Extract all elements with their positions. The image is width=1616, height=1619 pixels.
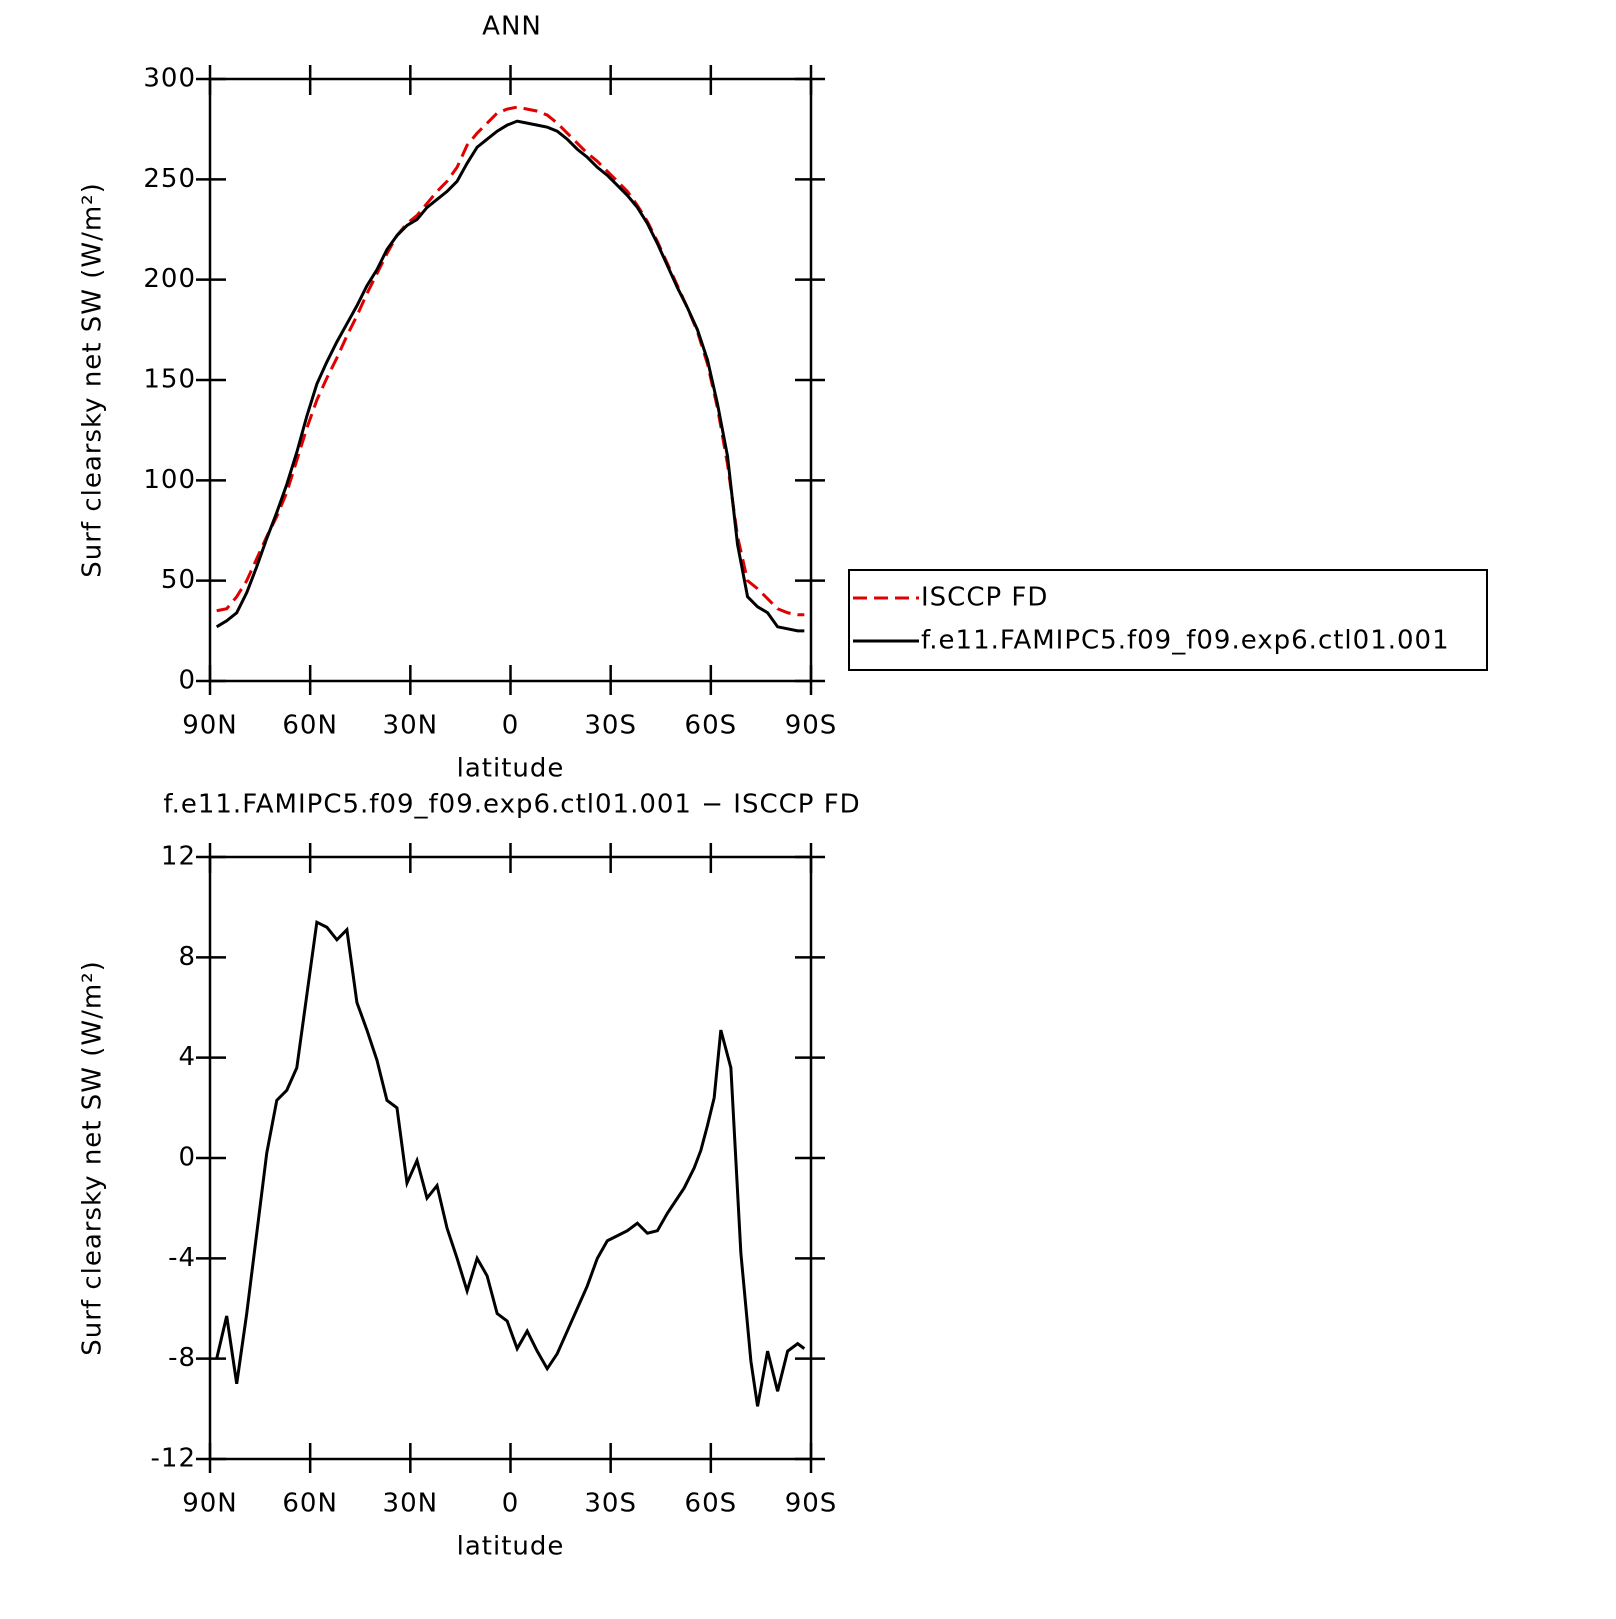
x-tick-label: 60N <box>282 711 338 741</box>
x-axis-label: latitude <box>457 1532 565 1562</box>
x-tick-label: 90N <box>182 1489 238 1519</box>
y-tick-label: 200 <box>143 264 196 294</box>
x-tick-label: 0 <box>502 711 520 741</box>
x-tick-label: 90S <box>785 711 838 741</box>
x-tick-label: 30N <box>383 1489 439 1519</box>
x-tick-label: 60S <box>685 711 738 741</box>
x-tick-label: 90N <box>182 711 238 741</box>
y-tick-label: 150 <box>143 365 196 395</box>
y-tick-label: -4 <box>168 1243 196 1273</box>
x-tick-label: 30S <box>584 711 637 741</box>
y-tick-label: 8 <box>178 942 196 972</box>
x-tick-label: 60S <box>685 1489 738 1519</box>
y-axis-label: Surf clearsky net SW (W/m²) <box>78 182 108 577</box>
x-tick-label: 0 <box>502 1489 520 1519</box>
legend-label: ISCCP FD <box>921 583 1048 613</box>
chart-title: ANN <box>482 12 542 42</box>
y-axis-label: Surf clearsky net SW (W/m²) <box>78 960 108 1355</box>
y-tick-label: 0 <box>178 666 196 696</box>
y-tick-label: 100 <box>143 465 196 495</box>
series-line <box>215 119 805 633</box>
y-tick-label: 0 <box>178 1143 196 1173</box>
y-tick-label: 4 <box>178 1042 196 1072</box>
y-tick-label: 250 <box>143 164 196 194</box>
legend-label: f.e11.FAMIPC5.f09_f09.exp6.ctl01.001 <box>921 626 1450 656</box>
x-axis-label: latitude <box>457 754 565 784</box>
y-tick-label: 12 <box>161 842 196 872</box>
plot-frame <box>208 77 813 683</box>
plot-frame <box>208 855 813 1461</box>
y-tick-label: -12 <box>151 1444 196 1474</box>
series-line <box>215 919 806 1407</box>
x-tick-label: 30S <box>584 1489 637 1519</box>
y-tick-label: 300 <box>143 64 196 94</box>
y-tick-label: -8 <box>168 1343 196 1373</box>
y-tick-label: 50 <box>161 565 196 595</box>
chart-title: f.e11.FAMIPC5.f09_f09.exp6.ctl01.001 − I… <box>163 790 860 820</box>
x-tick-label: 90S <box>785 1489 838 1519</box>
legend-box <box>848 569 1488 671</box>
x-tick-label: 60N <box>282 1489 338 1519</box>
x-tick-label: 30N <box>383 711 439 741</box>
series-line <box>216 105 805 617</box>
